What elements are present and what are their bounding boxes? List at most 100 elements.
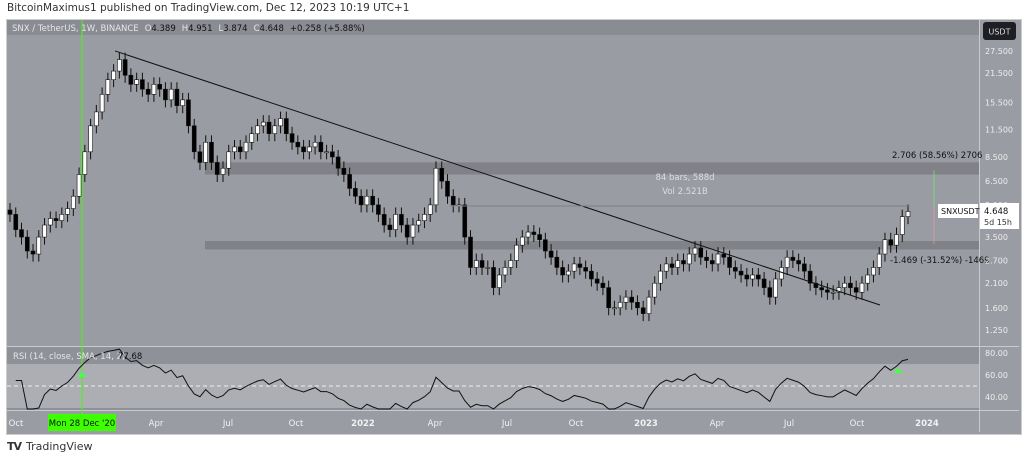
candle: [289, 133, 295, 143]
candle: [30, 250, 36, 255]
tradingview-logo[interactable]: TV TradingView: [7, 440, 93, 453]
price-tick: 2.700: [985, 257, 1008, 266]
rsi-tick: 60.00: [985, 371, 1008, 380]
candle: [7, 209, 13, 215]
candle: [663, 263, 669, 272]
candle: [318, 141, 324, 153]
time-tick: Apr: [428, 419, 443, 429]
candle: [589, 270, 594, 280]
price-tick: 2.100: [985, 279, 1008, 288]
candle: [174, 88, 180, 106]
candle: [612, 307, 617, 310]
candle: [13, 214, 19, 230]
candle: [272, 125, 278, 134]
last-price: 4.648: [984, 207, 1008, 217]
measure-bars: 84 bars, 588d: [655, 173, 714, 183]
candle: [709, 260, 715, 265]
candle: [105, 79, 111, 95]
candle: [128, 74, 134, 85]
candle: [531, 231, 537, 235]
candle: [24, 236, 30, 252]
trendline[interactable]: [114, 50, 881, 306]
candle: [197, 151, 203, 163]
candle: [122, 59, 128, 76]
candle: [848, 282, 853, 288]
candle: [341, 167, 347, 175]
candle: [427, 204, 433, 215]
candle: [71, 195, 76, 209]
candle: [802, 263, 807, 272]
candle: [520, 236, 525, 246]
candle: [422, 214, 427, 221]
candle: [796, 260, 801, 265]
candle: [738, 270, 744, 276]
candle: [376, 204, 381, 215]
candle: [640, 307, 646, 314]
candle: [865, 274, 871, 284]
candle: [715, 253, 721, 265]
candle: [439, 167, 445, 182]
candle: [681, 260, 686, 265]
candle: [410, 224, 416, 238]
candle: [249, 133, 255, 143]
time-tick: Oct: [9, 419, 24, 429]
candle: [433, 167, 439, 206]
symbol-tag-label: SNXUSDT: [941, 207, 980, 216]
rsi-value: 77.68: [118, 352, 142, 362]
price-tick: 1.600: [985, 304, 1008, 313]
candle: [876, 253, 882, 268]
rsi-tick: 40.00: [985, 393, 1008, 402]
candle: [226, 151, 232, 169]
candle: [502, 267, 508, 276]
candle: [232, 146, 237, 153]
candle: [819, 287, 824, 291]
candle: [237, 146, 243, 153]
candle: [157, 84, 162, 90]
rsi-label: RSI (14, close, SMA, 14, 2): [13, 352, 125, 362]
candle: [859, 282, 865, 293]
candle: [733, 267, 738, 272]
candle: [779, 267, 784, 280]
candle: [134, 79, 139, 85]
candle: [807, 270, 813, 284]
candle: [76, 174, 82, 197]
candle: [370, 195, 375, 206]
candle: [284, 118, 289, 134]
candle: [94, 111, 99, 127]
candle: [882, 239, 888, 255]
candle: [652, 282, 658, 298]
candle: [88, 125, 93, 153]
support-resistance-zone: [205, 241, 979, 250]
candle: [145, 88, 151, 95]
candle: [59, 214, 65, 221]
candle: [537, 234, 542, 240]
candle: [773, 278, 778, 298]
symbol-label: SNX / TetherUS, 1W, BINANCE: [12, 24, 139, 34]
publish-info: BitcoinMaximus1 published on TradingView…: [7, 2, 410, 14]
candle: [629, 296, 634, 303]
candle: [65, 208, 70, 215]
candle: [450, 195, 456, 206]
time-tick: Apr: [149, 419, 164, 429]
candle: [571, 263, 577, 272]
time-tick: Apr: [710, 419, 725, 429]
candle: [646, 296, 652, 314]
candle: [594, 278, 600, 284]
candle: [381, 214, 387, 226]
candle: [635, 301, 640, 309]
candle: [151, 84, 157, 95]
time-tick: Oct: [569, 419, 584, 429]
candle: [525, 231, 531, 238]
candle: [214, 162, 220, 175]
candle: [324, 151, 329, 154]
candle: [727, 256, 732, 268]
candle: [404, 224, 410, 238]
time-tick: 2024: [915, 419, 939, 429]
currency-button[interactable]: [983, 22, 1016, 40]
candle: [445, 180, 450, 197]
candle: [842, 282, 847, 288]
candle: [364, 195, 370, 206]
support-resistance-zone: [205, 162, 979, 175]
time-tick: Oct: [289, 419, 304, 429]
